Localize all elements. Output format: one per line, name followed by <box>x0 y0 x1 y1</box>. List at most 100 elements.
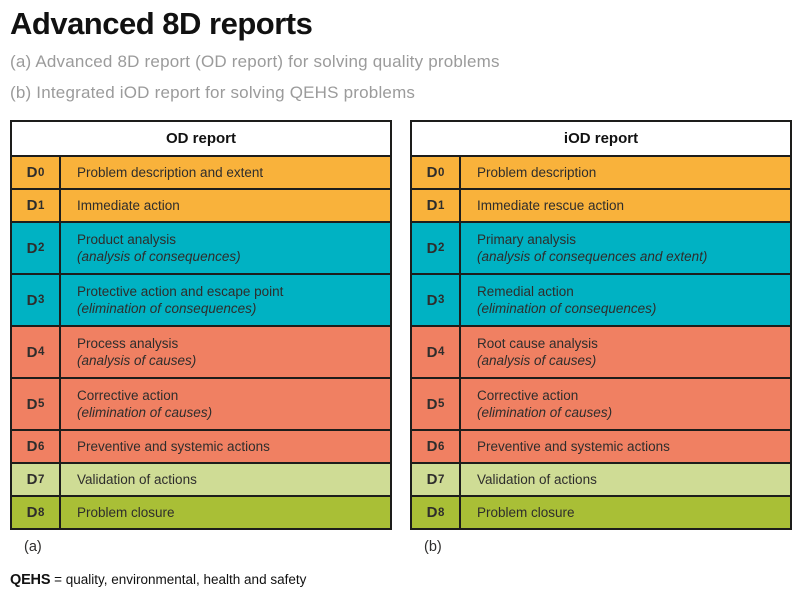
step-description: Remedial action (elimination of conseque… <box>461 275 790 325</box>
step-label-letter: D <box>26 239 38 257</box>
step-description: Product analysis (analysis of consequenc… <box>61 223 390 273</box>
step-description: Preventive and systemic actions <box>461 431 790 462</box>
step-label-letter: D <box>426 471 438 489</box>
step-label-letter: D <box>26 504 38 522</box>
step-description-line1: Preventive and systemic actions <box>77 439 270 455</box>
step-label-number: 8 <box>437 506 445 519</box>
step-description-line1: Problem closure <box>77 505 175 521</box>
step-label-letter: D <box>426 197 438 215</box>
step-description: Immediate action <box>61 190 390 221</box>
step-label-letter: D <box>26 164 38 182</box>
step-description: Protective action and escape point (elim… <box>61 275 390 325</box>
step-description-line2: (analysis of consequences) <box>77 249 241 265</box>
step-description-line1: Corrective action <box>77 388 179 404</box>
step-description: Corrective action (elimination of causes… <box>61 379 390 429</box>
step-description-line2: (analysis of causes) <box>77 353 197 369</box>
step-label-letter: D <box>426 395 438 413</box>
step-label-number: 5 <box>37 398 45 411</box>
step-label-number: 2 <box>437 242 445 255</box>
step-label-letter: D <box>26 395 38 413</box>
step-label-letter: D <box>426 291 438 309</box>
step-description-line2: (elimination of consequences) <box>77 301 257 317</box>
step-description-line1: Immediate action <box>77 198 180 214</box>
step-label-number: 3 <box>437 294 445 307</box>
step-label-letter: D <box>26 471 38 489</box>
step-label-number: 3 <box>37 294 45 307</box>
step-label-number: 0 <box>437 166 445 179</box>
step-description-line1: Corrective action <box>477 388 579 404</box>
step-label-number: 0 <box>37 166 45 179</box>
step-description: Problem closure <box>461 497 790 528</box>
step-label-letter: D <box>26 438 38 456</box>
step-description: Corrective action (elimination of causes… <box>461 379 790 429</box>
step-description-line2: (elimination of causes) <box>77 405 213 421</box>
iod-report-caption: (b) <box>424 539 442 556</box>
step-description: Validation of actions <box>461 464 790 495</box>
step-label-letter: D <box>426 239 438 257</box>
qehs-footnote: QEHS = quality, environmental, health an… <box>10 572 792 588</box>
step-description: Preventive and systemic actions <box>61 431 390 462</box>
step-description-line1: Root cause analysis <box>477 336 598 352</box>
step-description: Validation of actions <box>61 464 390 495</box>
step-label-letter: D <box>426 438 438 456</box>
step-description: Primary analysis (analysis of consequenc… <box>461 223 790 273</box>
step-label-number: 1 <box>37 199 45 212</box>
step-label-number: 5 <box>437 398 445 411</box>
page-title: Advanced 8D reports <box>10 6 313 41</box>
step-description-line1: Protective action and escape point <box>77 284 284 300</box>
step-description-line2: (analysis of consequences and extent) <box>477 249 708 265</box>
step-label-number: 4 <box>37 346 45 359</box>
step-description-line1: Problem closure <box>477 505 575 521</box>
step-description: Root cause analysis (analysis of causes) <box>461 327 790 377</box>
step-description-line1: Immediate rescue action <box>477 198 625 214</box>
subtitle-a: (a) Advanced 8D report (OD report) for s… <box>10 51 500 71</box>
step-label-number: 7 <box>37 473 45 486</box>
step-description: Immediate rescue action <box>461 190 790 221</box>
step-description-line1: Validation of actions <box>77 472 197 488</box>
od-report-table-header: OD report <box>12 122 390 156</box>
step-label-letter: D <box>426 504 438 522</box>
iod-report-table-header: iOD report <box>412 122 790 156</box>
step-label-letter: D <box>26 343 38 361</box>
subtitle-b: (b) Integrated iOD report for solving QE… <box>10 83 416 103</box>
step-label-letter: D <box>426 164 438 182</box>
step-label-number: 7 <box>437 473 445 486</box>
step-label-letter: D <box>26 197 38 215</box>
step-label-number: 6 <box>437 440 445 453</box>
step-description-line1: Product analysis <box>77 232 177 248</box>
step-description: Problem closure <box>61 497 390 528</box>
qehs-footnote-term: QEHS <box>10 572 51 589</box>
step-description-line1: Validation of actions <box>477 472 597 488</box>
step-label-letter: D <box>426 343 438 361</box>
step-description-line1: Process analysis <box>77 336 179 352</box>
